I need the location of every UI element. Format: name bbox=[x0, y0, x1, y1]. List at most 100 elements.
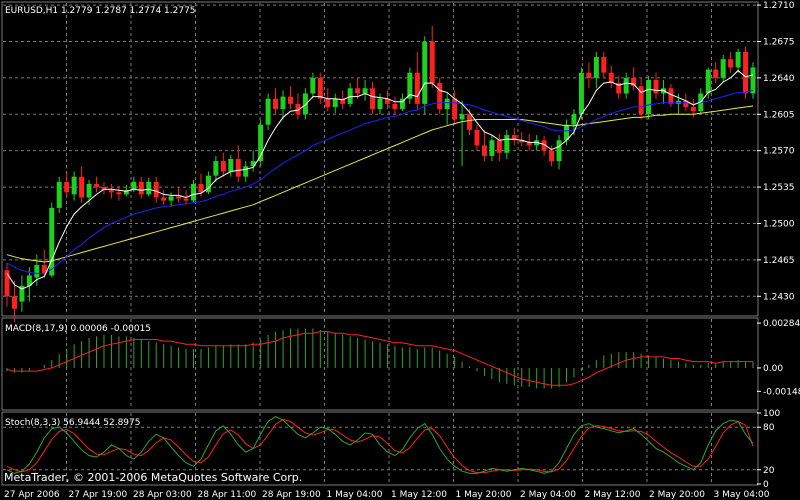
bear-candle[interactable] bbox=[94, 183, 100, 188]
bull-candle[interactable] bbox=[362, 88, 368, 94]
bear-candle[interactable] bbox=[690, 107, 696, 112]
bull-candle[interactable] bbox=[123, 190, 129, 195]
bear-candle[interactable] bbox=[511, 135, 517, 141]
bear-candle[interactable] bbox=[370, 88, 376, 110]
bear-candle[interactable] bbox=[340, 98, 346, 104]
bear-candle[interactable] bbox=[683, 100, 689, 107]
bear-candle[interactable] bbox=[153, 181, 159, 198]
bear-candle[interactable] bbox=[743, 51, 749, 94]
bull-candle[interactable] bbox=[71, 176, 77, 195]
bear-candle[interactable] bbox=[631, 77, 637, 87]
bear-candle[interactable] bbox=[116, 192, 122, 195]
bear-candle[interactable] bbox=[452, 98, 458, 120]
bull-candle[interactable] bbox=[407, 72, 413, 99]
bull-candle[interactable] bbox=[347, 88, 353, 104]
bull-candle[interactable] bbox=[49, 207, 55, 276]
bull-candle[interactable] bbox=[205, 175, 211, 193]
bear-candle[interactable] bbox=[728, 59, 734, 68]
bear-candle[interactable] bbox=[183, 198, 189, 201]
bear-candle[interactable] bbox=[713, 69, 719, 78]
bull-candle[interactable] bbox=[564, 124, 569, 141]
bear-candle[interactable] bbox=[355, 88, 361, 94]
bull-candle[interactable] bbox=[705, 69, 711, 94]
bull-candle[interactable] bbox=[86, 183, 92, 198]
bull-candle[interactable] bbox=[489, 140, 495, 156]
bear-candle[interactable] bbox=[668, 88, 674, 104]
bear-candle[interactable] bbox=[429, 41, 435, 84]
bull-candle[interactable] bbox=[191, 183, 196, 201]
bull-candle[interactable] bbox=[422, 41, 428, 104]
bear-candle[interactable] bbox=[161, 197, 167, 201]
bull-candle[interactable] bbox=[265, 98, 271, 125]
bear-candle[interactable] bbox=[235, 159, 241, 177]
bear-candle[interactable] bbox=[220, 161, 226, 172]
bear-candle[interactable] bbox=[198, 183, 204, 193]
bull-candle[interactable] bbox=[571, 114, 577, 125]
bull-candle[interactable] bbox=[258, 124, 264, 162]
bull-candle[interactable] bbox=[26, 275, 32, 286]
bull-candle[interactable] bbox=[720, 59, 726, 78]
bull-candle[interactable] bbox=[213, 161, 219, 176]
bear-candle[interactable] bbox=[384, 98, 390, 104]
bear-candle[interactable] bbox=[108, 190, 114, 193]
bull-candle[interactable] bbox=[444, 98, 450, 110]
bear-candle[interactable] bbox=[414, 72, 420, 104]
bear-candle[interactable] bbox=[601, 57, 607, 73]
bear-candle[interactable] bbox=[79, 176, 85, 198]
bull-candle[interactable] bbox=[34, 265, 40, 278]
bear-candle[interactable] bbox=[273, 98, 279, 110]
bear-candle[interactable] bbox=[467, 114, 473, 130]
bull-candle[interactable] bbox=[280, 96, 286, 110]
bull-candle[interactable] bbox=[310, 77, 316, 94]
bear-candle[interactable] bbox=[496, 140, 502, 153]
bear-candle[interactable] bbox=[616, 83, 622, 94]
bull-candle[interactable] bbox=[228, 159, 234, 172]
bear-candle[interactable] bbox=[437, 83, 443, 110]
bull-candle[interactable] bbox=[593, 57, 599, 78]
bear-candle[interactable] bbox=[295, 103, 301, 115]
bear-candle[interactable] bbox=[325, 98, 331, 107]
bear-candle[interactable] bbox=[586, 72, 592, 78]
bear-candle[interactable] bbox=[526, 142, 532, 146]
bear-candle[interactable] bbox=[541, 140, 547, 151]
bear-candle[interactable] bbox=[392, 103, 398, 110]
bull-candle[interactable] bbox=[19, 285, 25, 302]
bull-candle[interactable] bbox=[146, 181, 152, 195]
bull-candle[interactable] bbox=[578, 72, 584, 115]
bear-candle[interactable] bbox=[101, 187, 107, 191]
bull-candle[interactable] bbox=[735, 51, 741, 68]
bull-candle[interactable] bbox=[623, 77, 629, 94]
price-panel[interactable] bbox=[4, 25, 756, 323]
bear-candle[interactable] bbox=[481, 145, 487, 156]
bear-candle[interactable] bbox=[317, 77, 323, 99]
bear-candle[interactable] bbox=[64, 181, 70, 193]
macd-panel[interactable] bbox=[6, 328, 754, 389]
bull-candle[interactable] bbox=[556, 140, 562, 162]
bear-candle[interactable] bbox=[176, 196, 182, 199]
bull-candle[interactable] bbox=[302, 93, 308, 115]
bear-candle[interactable] bbox=[4, 270, 10, 297]
bear-candle[interactable] bbox=[519, 140, 525, 143]
bear-candle[interactable] bbox=[41, 265, 47, 274]
bear-candle[interactable] bbox=[474, 129, 480, 146]
bear-candle[interactable] bbox=[11, 296, 17, 309]
bear-candle[interactable] bbox=[287, 96, 293, 104]
bull-candle[interactable] bbox=[377, 98, 383, 110]
bull-candle[interactable] bbox=[131, 181, 137, 191]
bear-candle[interactable] bbox=[608, 72, 614, 84]
bull-candle[interactable] bbox=[459, 114, 465, 120]
bear-candle[interactable] bbox=[549, 150, 555, 162]
bull-candle[interactable] bbox=[243, 166, 249, 177]
bull-candle[interactable] bbox=[504, 135, 510, 153]
bull-candle[interactable] bbox=[56, 181, 62, 208]
bull-candle[interactable] bbox=[250, 161, 256, 167]
stochastic-panel[interactable] bbox=[6, 416, 754, 474]
bull-candle[interactable] bbox=[646, 79, 652, 115]
bear-candle[interactable] bbox=[653, 79, 659, 94]
bull-candle[interactable] bbox=[168, 196, 174, 201]
bear-candle[interactable] bbox=[138, 181, 144, 195]
bull-candle[interactable] bbox=[399, 98, 405, 110]
bull-candle[interactable] bbox=[750, 67, 756, 94]
bull-candle[interactable] bbox=[332, 98, 338, 107]
bear-candle[interactable] bbox=[638, 86, 644, 115]
